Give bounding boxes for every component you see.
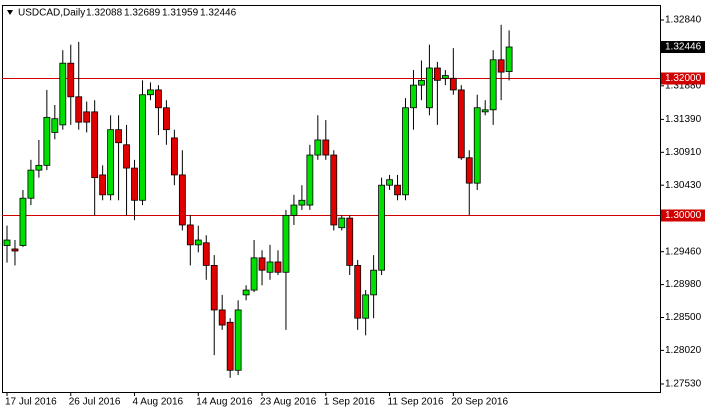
candle-body (147, 89, 154, 96)
candle-body (497, 59, 505, 73)
level-label-box (661, 209, 705, 222)
plot-frame (2, 5, 661, 393)
candle-body (465, 157, 473, 184)
candle-body (410, 84, 417, 109)
candle-body (83, 111, 91, 123)
candle-body (178, 174, 186, 226)
y-tick-label: 1.28980 (665, 279, 702, 290)
chart-title: USDCAD,Daily (18, 8, 85, 19)
header-open: 1.32088 (86, 8, 123, 19)
candle-body (330, 154, 338, 226)
candle-body (266, 261, 274, 273)
x-tick-label: 17 Jul 2016 (5, 397, 57, 408)
candle-body (473, 107, 481, 184)
candle-body (27, 169, 35, 199)
candle-body (338, 217, 346, 229)
header-low: 1.31959 (162, 8, 199, 19)
y-tick-label: 1.32840 (665, 15, 702, 26)
y-tick-label: 1.30430 (665, 180, 702, 191)
y-tick-label: 1.29460 (665, 246, 702, 257)
x-tick-label: 26 Jul 2016 (69, 397, 121, 408)
candle-body (457, 89, 465, 159)
y-tick-label: 1.30910 (665, 147, 702, 158)
candle-body (107, 129, 115, 196)
candle-body (449, 77, 457, 91)
y-tick-label: 1.27530 (665, 379, 702, 390)
y-tick-label: 1.31390 (665, 114, 702, 125)
candle-body (115, 129, 122, 144)
candle-body (59, 62, 67, 126)
candle-body (426, 67, 433, 109)
price-label: 1.32446 (665, 42, 702, 53)
candle-body (362, 294, 370, 319)
candle-body (99, 174, 107, 196)
header-high: 1.32689 (124, 8, 161, 19)
candle-body (250, 257, 258, 291)
candle-body (370, 269, 378, 296)
candle-body (418, 79, 425, 86)
candle-body (11, 248, 19, 252)
candle-body (3, 239, 11, 246)
candle-body (226, 321, 234, 371)
header-close: 1.32446 (200, 8, 237, 19)
candle-body (505, 46, 513, 72)
candle-body (394, 184, 401, 196)
candle-body (322, 139, 330, 156)
candle-body (441, 75, 449, 79)
candle-body (186, 224, 194, 246)
candle-body (314, 139, 322, 156)
y-tick-label: 1.31880 (665, 80, 702, 91)
candle-body (258, 257, 266, 271)
candle-body (378, 184, 385, 271)
candle-body (194, 239, 202, 246)
level-label: 1.30000 (665, 210, 702, 221)
x-tick-label: 20 Sep 2016 (451, 397, 508, 408)
candle-body (290, 204, 298, 216)
candle-body (162, 107, 170, 131)
candle-body (234, 309, 242, 371)
candle-body (202, 242, 210, 266)
candle-body (433, 67, 441, 81)
price-label-box (661, 41, 705, 54)
candle-body (67, 62, 75, 98)
x-tick-label: 4 Aug 2016 (133, 397, 184, 408)
candle-body (170, 137, 178, 176)
candle-body (139, 94, 146, 201)
candle-body (242, 289, 250, 296)
candle-body (35, 164, 43, 171)
candle-body (43, 116, 51, 166)
candle-body (481, 109, 489, 113)
candle-body (210, 264, 218, 311)
menu-arrow (7, 10, 13, 15)
candle-body (131, 167, 138, 201)
candle-body (489, 59, 497, 111)
candle-body (346, 217, 354, 266)
candle-body (123, 144, 130, 169)
candle-body (386, 179, 393, 186)
candle-body (19, 197, 27, 246)
x-tick-label: 23 Aug 2016 (260, 397, 317, 408)
candle-body (274, 261, 282, 273)
y-tick-label: 1.28020 (665, 345, 702, 356)
candle-body (298, 199, 306, 206)
candle-body (306, 154, 314, 206)
x-tick-label: 14 Aug 2016 (196, 397, 253, 408)
header: USDCAD,Daily 1.32088 1.32689 1.31959 1.3… (18, 8, 237, 19)
candle-body (282, 214, 290, 273)
candle-body (218, 309, 226, 326)
x-tick-label: 1 Sep 2016 (324, 397, 376, 408)
candle-body (51, 118, 59, 133)
x-tick-label: 11 Sep 2016 (388, 397, 444, 408)
candle-body (155, 89, 162, 109)
level-label-box (661, 72, 705, 85)
candle-body (91, 111, 99, 179)
y-tick-label: 1.28500 (665, 312, 702, 323)
level-label: 1.32000 (665, 73, 702, 84)
candle-body (75, 96, 83, 123)
candle-body (354, 264, 362, 319)
candle-body (402, 107, 409, 196)
